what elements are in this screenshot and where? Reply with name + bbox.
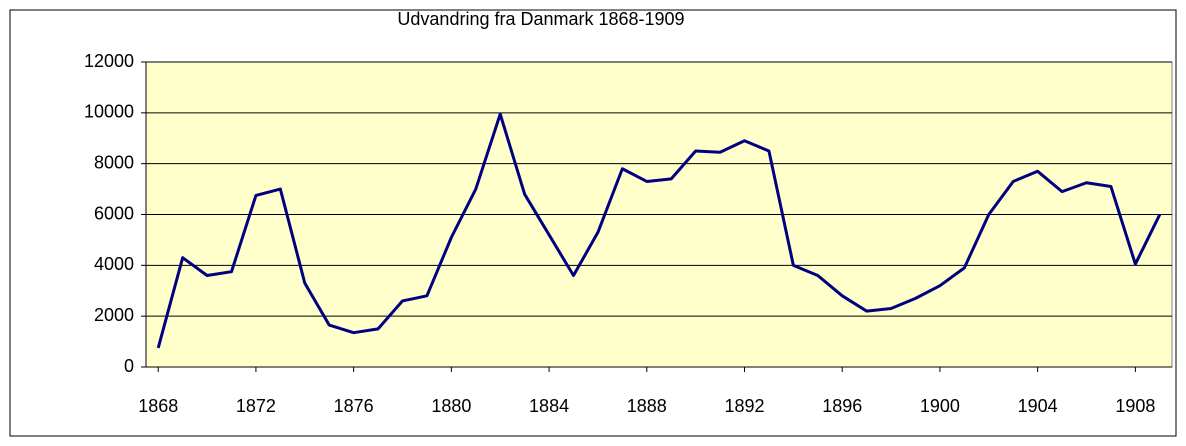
x-tick-label: 1904: [1018, 396, 1058, 416]
x-tick-label: 1896: [822, 396, 862, 416]
data-line: [156, 112, 1162, 349]
x-tick-label: 1880: [431, 396, 471, 416]
x-tick-label: 1876: [334, 396, 374, 416]
y-tick-label: 0: [124, 356, 134, 376]
x-tick-label: 1900: [920, 396, 960, 416]
x-tick-label: 1872: [236, 396, 276, 416]
y-tick-label: 8000: [94, 152, 134, 172]
y-tick-label: 2000: [94, 305, 134, 325]
y-tick-label: 10000: [84, 102, 134, 122]
y-tick-label: 12000: [84, 51, 134, 71]
y-tick-label: 4000: [94, 254, 134, 274]
chart-title: Udvandring fra Danmark 1868-1909: [397, 9, 684, 29]
x-tick-label: 1908: [1115, 396, 1155, 416]
x-tick-label: 1888: [627, 396, 667, 416]
y-tick-label: 6000: [94, 203, 134, 223]
x-tick-label: 1892: [724, 396, 764, 416]
x-tick-label: 1868: [138, 396, 178, 416]
x-tick-label: 1884: [529, 396, 569, 416]
